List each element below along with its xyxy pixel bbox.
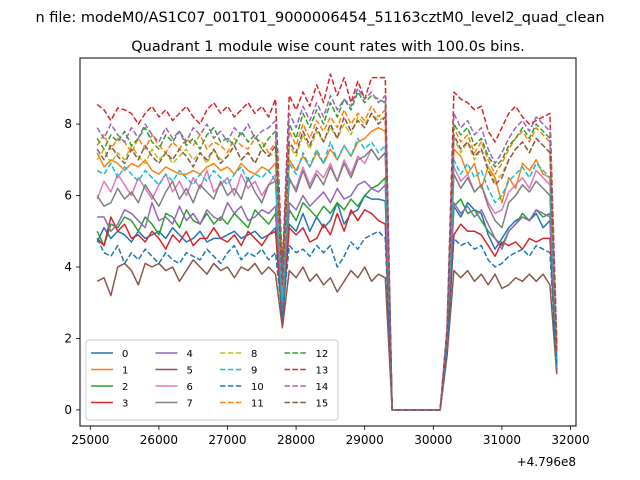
x-offset-label: +4.796e8 <box>517 455 576 469</box>
x-tick-label: 25000 <box>71 433 109 447</box>
x-tick-label: 28000 <box>277 433 315 447</box>
legend-label-8: 8 <box>251 349 257 360</box>
series-line-10 <box>96 230 558 411</box>
series-layer <box>96 73 558 411</box>
series-line-8 <box>96 112 558 411</box>
figure-suptitle: n file: modeM0/AS1C07_001T01_9000006454_… <box>35 10 604 26</box>
legend-box <box>85 339 339 421</box>
x-tick-label: 29000 <box>346 433 384 447</box>
series-line-3 <box>96 209 558 411</box>
series-line-14 <box>96 87 558 411</box>
x-tick-label: 31000 <box>483 433 521 447</box>
y-tick-label: 0 <box>64 403 72 417</box>
legend-label-9: 9 <box>251 366 257 377</box>
legend-label-5: 5 <box>187 366 193 377</box>
series-line-11 <box>96 105 558 411</box>
series-line-2 <box>96 176 558 411</box>
legend-label-7: 7 <box>187 399 193 410</box>
y-tick-label: 2 <box>64 331 72 345</box>
series-line-9 <box>96 137 558 411</box>
x-tick-label: 26000 <box>140 433 178 447</box>
legend-label-6: 6 <box>187 382 193 393</box>
legend-label-15: 15 <box>316 399 329 410</box>
series-line-13 <box>96 73 558 411</box>
series-line-7 <box>96 148 558 411</box>
legend-label-10: 10 <box>251 382 264 393</box>
series-line-4 <box>97 180 558 411</box>
series-line-5 <box>96 259 558 411</box>
y-tick-label: 4 <box>64 260 72 274</box>
series-line-15 <box>96 112 558 411</box>
y-tick-label: 6 <box>64 189 72 203</box>
legend-label-12: 12 <box>316 349 329 360</box>
series-line-12 <box>96 91 558 411</box>
plot-frame <box>79 57 577 427</box>
x-tick-label: 32000 <box>551 433 589 447</box>
legend-label-3: 3 <box>122 399 128 410</box>
series-line-0 <box>96 194 558 411</box>
x-tick-label: 30000 <box>414 433 452 447</box>
legend-label-11: 11 <box>251 399 264 410</box>
legend-label-13: 13 <box>316 366 329 377</box>
ticks-layer: 25000 26000 27000 28000 29000 30000 31000 32000… <box>64 117 589 447</box>
legend-label-2: 2 <box>122 382 128 393</box>
series-line-1 <box>96 126 558 411</box>
legend-label-0: 0 <box>122 349 128 360</box>
legend-label-1: 1 <box>122 366 128 377</box>
x-tick-label: 27000 <box>208 433 246 447</box>
chart-title: Quadrant 1 module wise count rates with … <box>131 39 525 55</box>
legend-label-4: 4 <box>187 349 193 360</box>
y-tick-label: 8 <box>64 117 72 131</box>
legend-label-14: 14 <box>316 382 329 393</box>
